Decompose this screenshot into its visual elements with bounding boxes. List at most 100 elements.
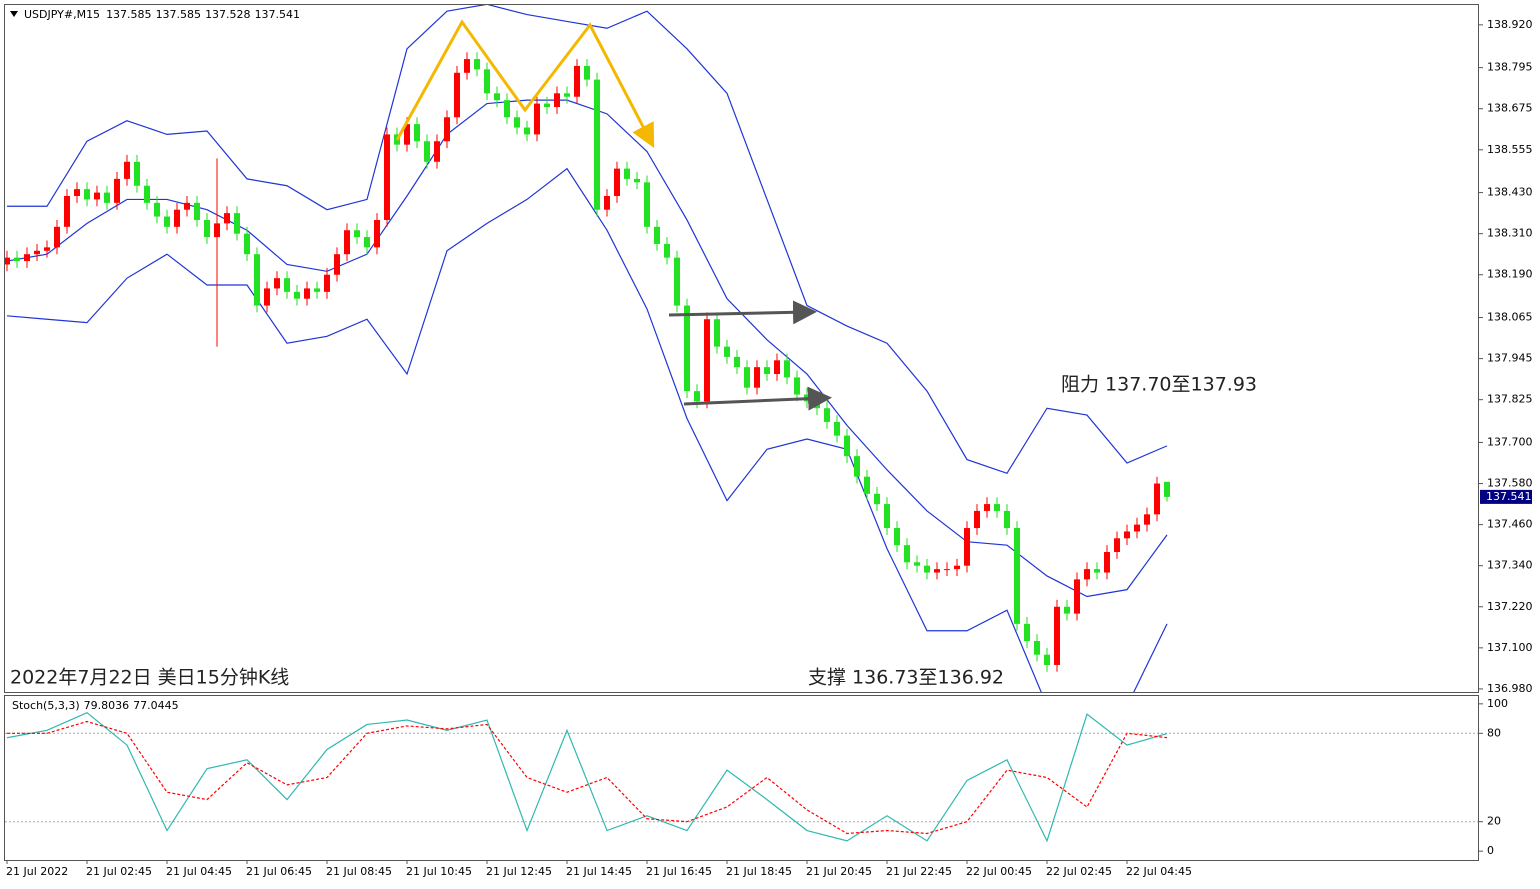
y-tick-label: 138.065 xyxy=(1487,311,1533,324)
candle-body xyxy=(154,202,160,217)
symbol: USDJPY#,M15 xyxy=(24,8,100,21)
candle-body xyxy=(1134,524,1140,532)
y-tick-label: 80 xyxy=(1487,726,1501,739)
candle-body xyxy=(1084,569,1090,580)
k-value: 79.8036 xyxy=(84,699,130,712)
candle-body xyxy=(584,65,590,80)
candle-body xyxy=(64,196,70,227)
candle-body xyxy=(1024,623,1030,641)
candle-body xyxy=(444,117,450,142)
x-tick-label: 21 Jul 22:45 xyxy=(886,865,952,878)
y-tick-label: 137.580 xyxy=(1487,477,1533,490)
y-tick-label: 20 xyxy=(1487,815,1501,828)
candle-body xyxy=(514,117,520,128)
candle-body xyxy=(1034,640,1040,655)
plot-layer: 138.920 138.795 138.675 138.555 138.430 138.3… xyxy=(5,5,1533,878)
candle-body xyxy=(324,274,330,292)
candle-body xyxy=(754,367,760,388)
candle-body xyxy=(644,182,650,227)
candle-body xyxy=(664,243,670,258)
candle-body xyxy=(214,223,220,238)
candle-body xyxy=(1164,481,1170,497)
candle-body xyxy=(34,250,40,255)
candle-body xyxy=(24,254,30,262)
candle-body xyxy=(14,257,20,262)
candle-body xyxy=(744,367,750,388)
y-tick-label: 136.980 xyxy=(1487,682,1533,695)
candle-body xyxy=(944,569,950,571)
candle-body xyxy=(594,79,600,210)
candle-body xyxy=(494,93,500,101)
candle-body xyxy=(1014,528,1020,624)
x-tick-label: 21 Jul 04:45 xyxy=(166,865,232,878)
close: 137.541 xyxy=(255,8,301,21)
candle-body xyxy=(934,569,940,573)
candle-body xyxy=(94,192,100,200)
y-tick-label: 138.795 xyxy=(1487,61,1533,74)
candle-body xyxy=(404,124,410,145)
stoch-line xyxy=(7,720,1168,835)
candle-body xyxy=(824,408,830,422)
candle-body xyxy=(524,127,530,135)
candle-body xyxy=(994,504,1000,511)
candle-body xyxy=(794,377,800,395)
candle-body xyxy=(204,219,210,238)
pattern-arrows xyxy=(395,19,832,411)
candle-body xyxy=(1124,531,1130,539)
indicator-name: Stoch(5,3,3) xyxy=(12,699,80,712)
candle-body xyxy=(714,319,720,347)
y-tick-label: 137.340 xyxy=(1487,559,1533,572)
candle-body xyxy=(134,161,140,186)
candle-body xyxy=(344,230,350,255)
candle-body xyxy=(624,168,630,179)
y-tick-label: 138.190 xyxy=(1487,268,1533,281)
candle-body xyxy=(654,226,660,244)
x-tick-label: 21 Jul 14:45 xyxy=(566,865,632,878)
candle-body xyxy=(354,230,360,238)
stoch-panel xyxy=(4,695,1479,861)
candle-body xyxy=(864,476,870,494)
chart-header: USDJPY#,M15 137.585 137.585 137.528 137.541 xyxy=(24,8,300,21)
candle-body xyxy=(694,391,700,402)
candle-body xyxy=(874,493,880,505)
candle-body xyxy=(544,103,550,108)
candle-body xyxy=(764,367,770,375)
x-tick-label: 21 Jul 08:45 xyxy=(326,865,392,878)
candle-body xyxy=(954,565,960,570)
candle-body xyxy=(674,257,680,306)
candle-body xyxy=(464,59,470,73)
candle-body xyxy=(224,213,230,224)
candle-body xyxy=(44,247,50,251)
candle-body xyxy=(774,360,780,375)
candle-body xyxy=(564,93,570,97)
candle-body xyxy=(474,59,480,70)
high: 137.585 xyxy=(156,8,202,21)
x-tick-label: 21 Jul 10:45 xyxy=(406,865,472,878)
candle-body xyxy=(84,189,90,200)
candle-body xyxy=(884,504,890,529)
candle-body xyxy=(334,254,340,275)
candle-body xyxy=(1144,514,1150,525)
candle-body xyxy=(264,288,270,306)
candle-body xyxy=(284,278,290,292)
candle-body xyxy=(74,189,80,197)
candle-body xyxy=(234,213,240,234)
x-tick-label: 21 Jul 16:45 xyxy=(646,865,712,878)
candle-body xyxy=(964,528,970,566)
x-tick-label: 22 Jul 02:45 xyxy=(1046,865,1112,878)
annotation: 2022年7月22日 美日15分钟K线 xyxy=(10,667,289,689)
x-tick-label: 21 Jul 02:45 xyxy=(86,865,152,878)
candle-body xyxy=(374,219,380,248)
candle-body xyxy=(784,360,790,378)
arrow xyxy=(668,300,817,325)
candle-body xyxy=(814,401,820,409)
y-tick-label: 137.100 xyxy=(1487,641,1533,654)
candle-body xyxy=(844,435,850,457)
y-tick-label: 138.310 xyxy=(1487,227,1533,240)
candle-body xyxy=(54,226,60,248)
candle-body xyxy=(904,545,910,563)
x-tick-label: 21 Jul 06:45 xyxy=(246,865,312,878)
x-tick-label: 22 Jul 00:45 xyxy=(966,865,1032,878)
candle-body xyxy=(384,134,390,220)
